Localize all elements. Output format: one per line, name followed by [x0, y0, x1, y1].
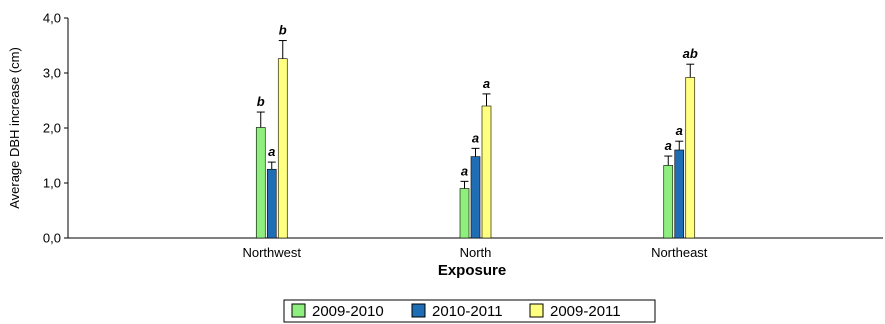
y-tick-label: 3,0: [43, 66, 61, 81]
significance-label: a: [676, 123, 683, 138]
significance-label: a: [472, 130, 479, 145]
y-axis-title: Average DBH increase (cm): [7, 47, 22, 209]
x-tick-label: North: [460, 245, 492, 260]
legend: 2009-2010 2010-2011 2009-2011: [283, 299, 656, 323]
x-tick-label: Northeast: [651, 245, 708, 260]
significance-label: a: [483, 76, 490, 91]
bar: [255, 127, 266, 239]
bar: [470, 156, 481, 239]
legend-box: [283, 299, 656, 323]
legend-label: 2009-2011: [550, 303, 621, 320]
bar: [685, 77, 696, 239]
y-tick-label: 4,0: [43, 11, 61, 26]
bar: [481, 105, 492, 239]
y-tick-label: 0,0: [43, 231, 61, 246]
bar: [266, 168, 277, 239]
y-tick-label: 2,0: [43, 121, 61, 136]
legend-label: 2009-2010: [312, 303, 384, 320]
legend-label: 2010-2011: [432, 303, 503, 320]
bar: [663, 165, 674, 239]
bar: [277, 58, 288, 239]
significance-label: ab: [683, 46, 698, 61]
significance-label: b: [257, 94, 265, 109]
significance-label: a: [461, 163, 468, 178]
x-axis-title: Exposure: [438, 262, 506, 279]
significance-label: a: [665, 138, 672, 153]
legend-swatch: [411, 303, 426, 318]
bar: [674, 149, 685, 239]
bar: [459, 188, 470, 239]
legend-swatch: [529, 303, 544, 318]
y-tick-label: 1,0: [43, 176, 61, 191]
bars: [255, 40, 696, 239]
significance-label: a: [268, 144, 275, 159]
axes: 0,0 1,0 2,0 3,0 4,0 Northwest North Northeast: [43, 11, 883, 260]
significance-label: b: [279, 23, 287, 38]
x-tick-label: Northwest: [242, 245, 301, 260]
legend-swatch: [291, 303, 306, 318]
